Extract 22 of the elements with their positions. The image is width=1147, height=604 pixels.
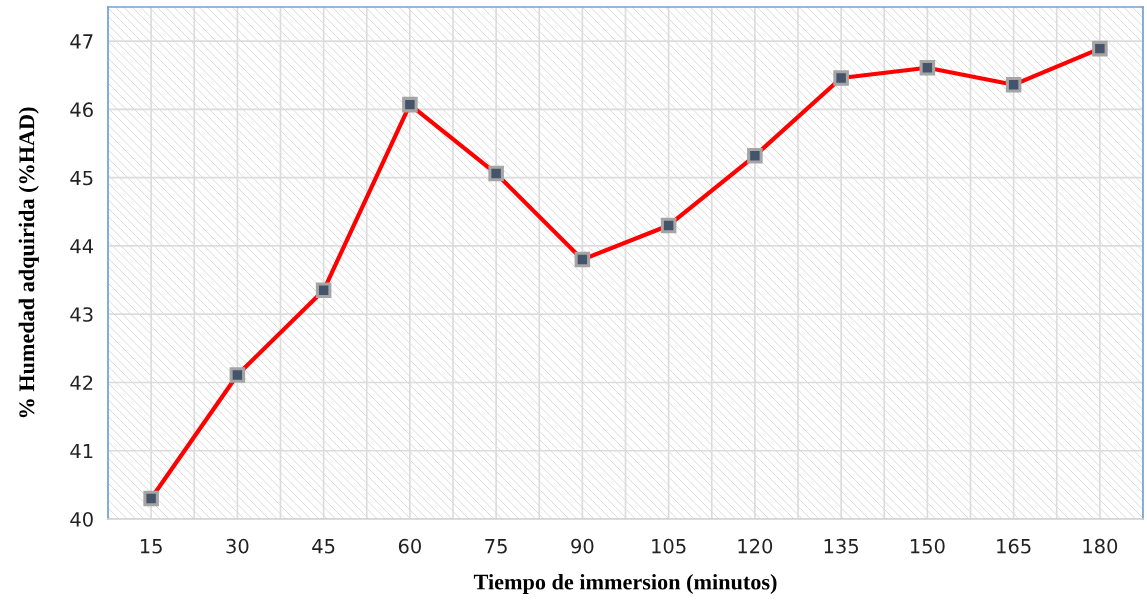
y-tick-label: 41: [70, 443, 93, 459]
y-tick-label: 44: [70, 239, 94, 254]
y-tick-label: 46: [70, 102, 93, 118]
y-axis-title: % Humedad adquirida (%HAD): [18, 107, 39, 418]
x-tick-label: 135: [824, 538, 858, 554]
y-tick-label: 47: [70, 34, 93, 49]
x-tick-label: 60: [398, 538, 421, 554]
x-axis-title: Tiempo de immersion (minutos): [473, 573, 777, 595]
x-tick-label: 180: [1083, 538, 1118, 554]
y-tick-label: 45: [70, 170, 93, 186]
x-tick-label: 105: [652, 538, 686, 554]
x-tick-label: 90: [571, 538, 594, 554]
x-tick-label: 45: [312, 539, 335, 554]
x-tick-label: 120: [738, 538, 773, 554]
x-tick-label: 75: [485, 539, 507, 554]
x-tick-label: 30: [226, 538, 249, 554]
x-tick-label: 150: [910, 538, 945, 554]
x-tick-label: 165: [997, 538, 1031, 554]
x-tick-label: 15: [140, 539, 162, 554]
y-tick-label: 40: [70, 511, 93, 527]
y-tick-label: 43: [70, 307, 93, 322]
y-tick-label: 42: [70, 375, 93, 390]
